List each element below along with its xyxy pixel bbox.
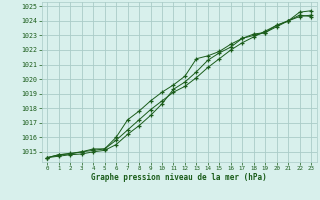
X-axis label: Graphe pression niveau de la mer (hPa): Graphe pression niveau de la mer (hPa): [91, 173, 267, 182]
